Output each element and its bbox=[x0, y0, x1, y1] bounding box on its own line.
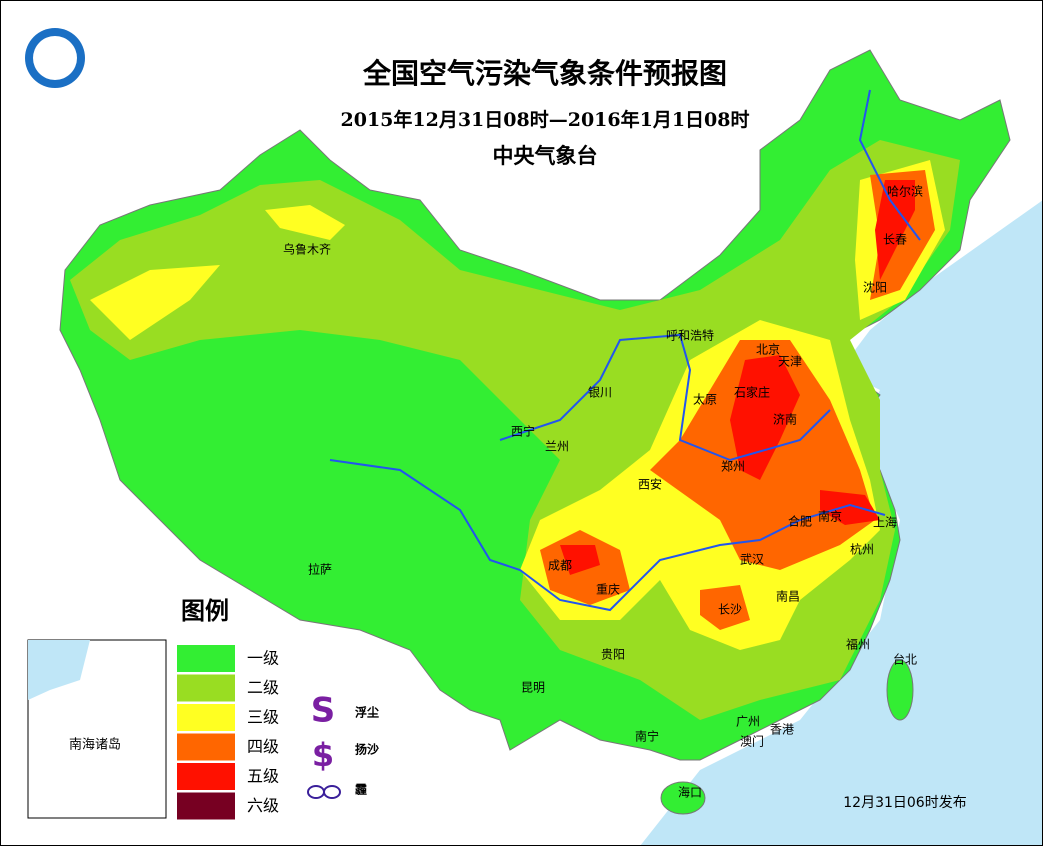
city-label: 台北 bbox=[893, 652, 917, 667]
inset-sea bbox=[28, 640, 90, 700]
map-period: 2015年12月31日08时—2016年1月1日08时 bbox=[341, 108, 750, 131]
logo-inner bbox=[33, 36, 77, 80]
city-label: 武汉 bbox=[740, 553, 764, 567]
city-label: 南昌 bbox=[776, 589, 800, 604]
city-label: 重庆 bbox=[596, 583, 620, 597]
legend-swatch bbox=[177, 733, 235, 761]
sand-icon: $ bbox=[312, 736, 334, 774]
zone-level-4 bbox=[700, 585, 750, 630]
city-label: 上海 bbox=[873, 515, 897, 530]
city-label: 济南 bbox=[773, 412, 797, 427]
map-title: 全国空气污染气象条件预报图 bbox=[362, 57, 727, 90]
inset-label: 南海诸岛 bbox=[69, 737, 121, 753]
city-label: 石家庄 bbox=[734, 385, 770, 400]
city-label: 沈阳 bbox=[863, 280, 887, 295]
city-label: 兰州 bbox=[545, 440, 569, 454]
zone-level-5 bbox=[730, 355, 800, 480]
legend-label: 四级 bbox=[247, 737, 279, 756]
city-label: 西宁 bbox=[511, 424, 535, 439]
legend-label: 六级 bbox=[247, 796, 279, 815]
city-label: 长春 bbox=[883, 233, 907, 247]
city-label: 西安 bbox=[638, 477, 662, 492]
taiwan-island bbox=[886, 659, 914, 721]
city-label: 哈尔滨 bbox=[887, 184, 923, 199]
city-label: 呼和浩特 bbox=[666, 328, 714, 343]
haze-icon bbox=[307, 785, 341, 799]
city-label: 贵阳 bbox=[601, 648, 625, 662]
city-label: 乌鲁木齐 bbox=[283, 242, 331, 257]
legend-label: 五级 bbox=[247, 767, 279, 786]
city-label: 天津 bbox=[778, 355, 802, 369]
zone-level-5 bbox=[560, 545, 600, 575]
yellow-river bbox=[499, 333, 831, 462]
city-label: 长沙 bbox=[718, 603, 742, 617]
sea bbox=[640, 200, 1043, 846]
symbol-label: 扬沙 bbox=[355, 742, 379, 757]
legend-title: 图例 bbox=[181, 597, 229, 625]
city-label: 合肥 bbox=[788, 514, 812, 529]
legend-swatch bbox=[177, 704, 235, 731]
symbol-label: 霾 bbox=[355, 783, 367, 797]
legend-label: 三级 bbox=[247, 708, 279, 727]
city-label: 太原 bbox=[693, 392, 717, 407]
zone-level-3 bbox=[265, 205, 345, 240]
city-label: 拉萨 bbox=[308, 562, 332, 577]
yangtze-river bbox=[329, 459, 886, 612]
legend-swatch bbox=[177, 792, 235, 820]
dust-icon: S bbox=[311, 691, 336, 731]
symbol-label: 浮尘 bbox=[355, 705, 379, 720]
city-label: 郑州 bbox=[721, 459, 745, 474]
city-label: 海口 bbox=[678, 785, 702, 800]
legend-swatch bbox=[177, 674, 235, 702]
songhua-river bbox=[858, 89, 921, 241]
legend-swatch bbox=[177, 645, 235, 672]
city-label: 杭州 bbox=[850, 542, 874, 557]
zone-level-5 bbox=[820, 490, 880, 525]
legend-swatch bbox=[177, 763, 235, 790]
city-label: 广州 bbox=[736, 715, 760, 729]
legend-label: 二级 bbox=[247, 678, 279, 697]
hainan-island bbox=[660, 781, 706, 815]
city-label: 南宁 bbox=[635, 729, 659, 744]
city-label: 南京 bbox=[818, 509, 842, 524]
city-label: 银川 bbox=[588, 386, 612, 400]
city-label: 香港 bbox=[770, 723, 794, 737]
zone-level-5 bbox=[875, 180, 915, 280]
map-issuer: 中央气象台 bbox=[493, 144, 598, 168]
city-label: 昆明 bbox=[521, 681, 545, 695]
legend-label: 一级 bbox=[247, 649, 279, 668]
city-label: 澳门 bbox=[740, 734, 764, 749]
issued-note: 12月31日06时发布 bbox=[843, 795, 966, 811]
city-label: 福州 bbox=[846, 637, 870, 652]
city-label: 成都 bbox=[548, 559, 572, 573]
city-label: 北京 bbox=[756, 343, 780, 357]
zone-level-3 bbox=[90, 265, 220, 340]
